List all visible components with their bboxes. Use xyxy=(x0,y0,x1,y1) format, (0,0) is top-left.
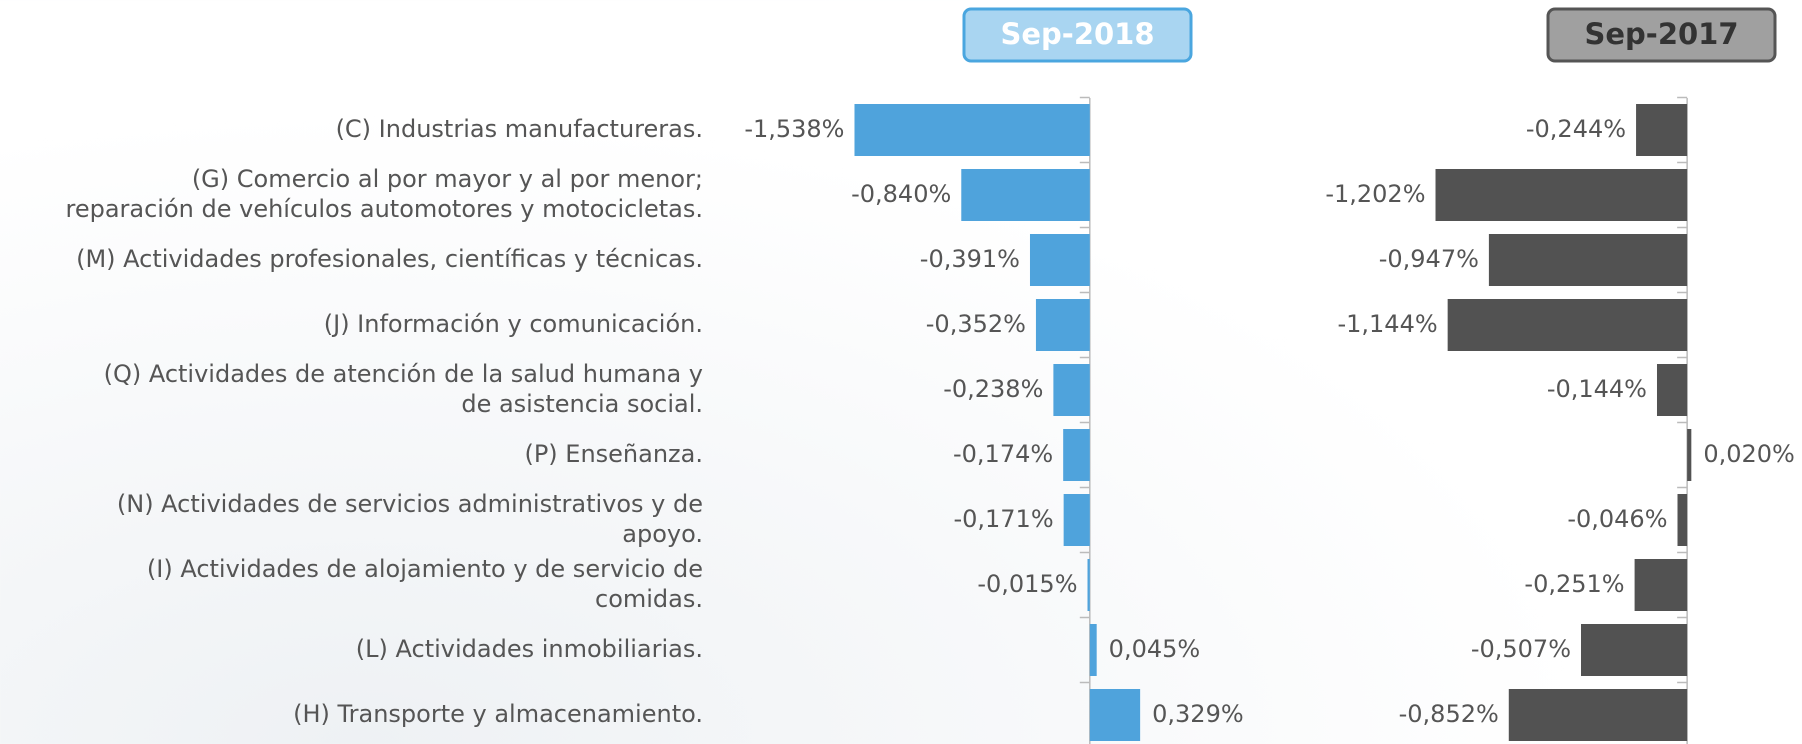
category-label: (C) Industrias manufactureras. xyxy=(336,115,703,143)
category-label: (M) Actividades profesionales, científic… xyxy=(76,245,703,273)
category-label: (G) Comercio al por mayor y al por menor… xyxy=(192,165,703,193)
value-label: -0,046% xyxy=(1567,505,1667,533)
bar xyxy=(1581,624,1688,676)
value-label: -0,144% xyxy=(1547,375,1647,403)
panel-header-box xyxy=(962,7,1193,63)
value-label: -0,238% xyxy=(943,375,1043,403)
value-label: 0,329% xyxy=(1152,700,1244,728)
value-label: -0,015% xyxy=(977,570,1077,598)
category-label: comidas. xyxy=(595,585,703,613)
bar xyxy=(1687,429,1692,481)
value-label: -0,507% xyxy=(1471,635,1571,663)
category-label: (L) Actividades inmobiliarias. xyxy=(356,635,703,663)
bar xyxy=(1063,429,1090,481)
bar xyxy=(1035,299,1090,351)
bar xyxy=(1508,689,1688,741)
category-label: apoyo. xyxy=(622,520,703,548)
bar xyxy=(1634,559,1688,611)
category-label: (J) Información y comunicación. xyxy=(324,310,703,338)
category-label: reparación de vehículos automotores y mo… xyxy=(65,195,703,223)
category-label: (H) Transporte y almacenamiento. xyxy=(293,700,703,728)
category-label: (N) Actividades de servicios administrat… xyxy=(117,490,703,518)
value-label: -0,947% xyxy=(1379,245,1479,273)
bar xyxy=(1089,689,1141,741)
bar xyxy=(1488,234,1688,286)
bar xyxy=(1435,169,1688,221)
value-label: -0,171% xyxy=(953,505,1053,533)
value-label: -0,840% xyxy=(851,180,951,208)
value-label: -0,391% xyxy=(920,245,1020,273)
bar xyxy=(1677,494,1688,546)
category-label: (Q) Actividades de atención de la salud … xyxy=(104,360,703,388)
bar xyxy=(1636,104,1688,156)
value-label: -0,244% xyxy=(1526,115,1626,143)
value-label: -0,174% xyxy=(953,440,1053,468)
value-label: -1,538% xyxy=(744,115,844,143)
category-label: (I) Actividades de alojamiento y de serv… xyxy=(147,555,703,583)
value-label: -0,352% xyxy=(926,310,1026,338)
bar xyxy=(1447,299,1688,351)
bar xyxy=(1053,364,1090,416)
value-label: -0,852% xyxy=(1399,700,1499,728)
bar xyxy=(1656,364,1688,416)
bar xyxy=(854,104,1090,156)
panel-header: Sep-2017 xyxy=(1584,17,1738,51)
bar xyxy=(1087,559,1090,611)
bar xyxy=(1029,234,1090,286)
value-label: -1,144% xyxy=(1337,310,1437,338)
category-label: de asistencia social. xyxy=(461,390,703,418)
bar xyxy=(1089,624,1097,676)
bar xyxy=(1063,494,1090,546)
category-label: (P) Enseñanza. xyxy=(524,440,703,468)
value-label: 0,020% xyxy=(1703,440,1795,468)
panel-header: Sep-2018 xyxy=(1000,17,1154,51)
value-label: -0,251% xyxy=(1524,570,1624,598)
value-label: 0,045% xyxy=(1109,635,1201,663)
bar xyxy=(961,169,1090,221)
panel-header-box xyxy=(1546,7,1777,63)
value-label: -1,202% xyxy=(1325,180,1425,208)
